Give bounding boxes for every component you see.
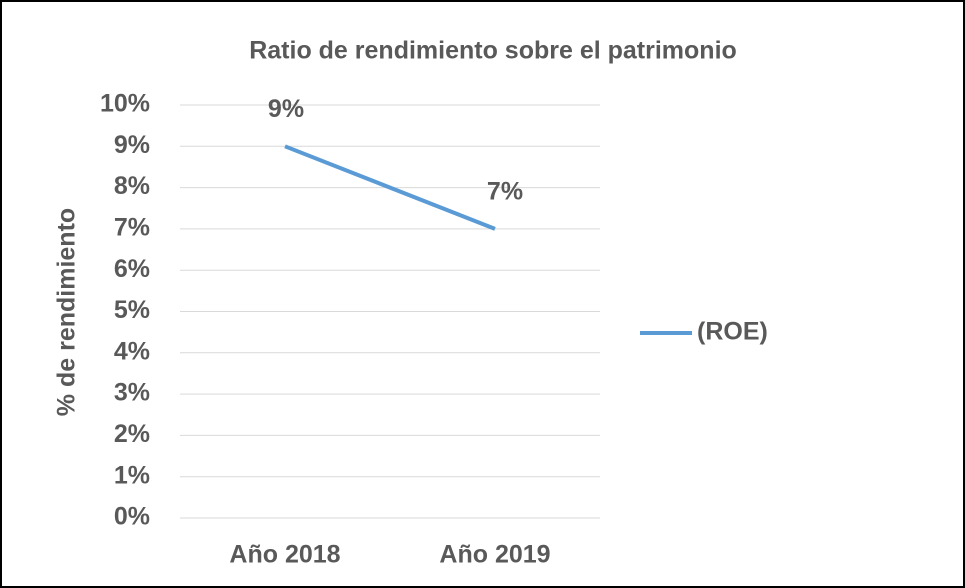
y-tick-label: 0% — [114, 503, 150, 531]
chart-title: Ratio de rendimiento sobre el patrimonio — [249, 37, 737, 65]
data-label: 9% — [268, 95, 304, 123]
y-tick-label: 1% — [114, 461, 150, 489]
y-tick-label: 8% — [114, 172, 150, 200]
legend-label: (ROE) — [697, 318, 768, 346]
y-tick-label: 9% — [114, 131, 150, 159]
y-tick-label: 6% — [114, 255, 150, 283]
line — [284, 144, 496, 231]
data-label: 7% — [487, 178, 523, 206]
y-tick-label: 7% — [114, 214, 150, 242]
y-tick-label: 5% — [114, 296, 150, 324]
x-tick-label: Año 2018 — [229, 541, 340, 569]
x-tick-label: Año 2019 — [439, 541, 550, 569]
y-tick-label: 4% — [114, 337, 150, 365]
y-tick-label: 3% — [114, 379, 150, 407]
y-tick-label: 10% — [100, 90, 150, 118]
y-tick-label: 2% — [114, 420, 150, 448]
y-axis-label: % de rendimiento — [53, 208, 81, 416]
